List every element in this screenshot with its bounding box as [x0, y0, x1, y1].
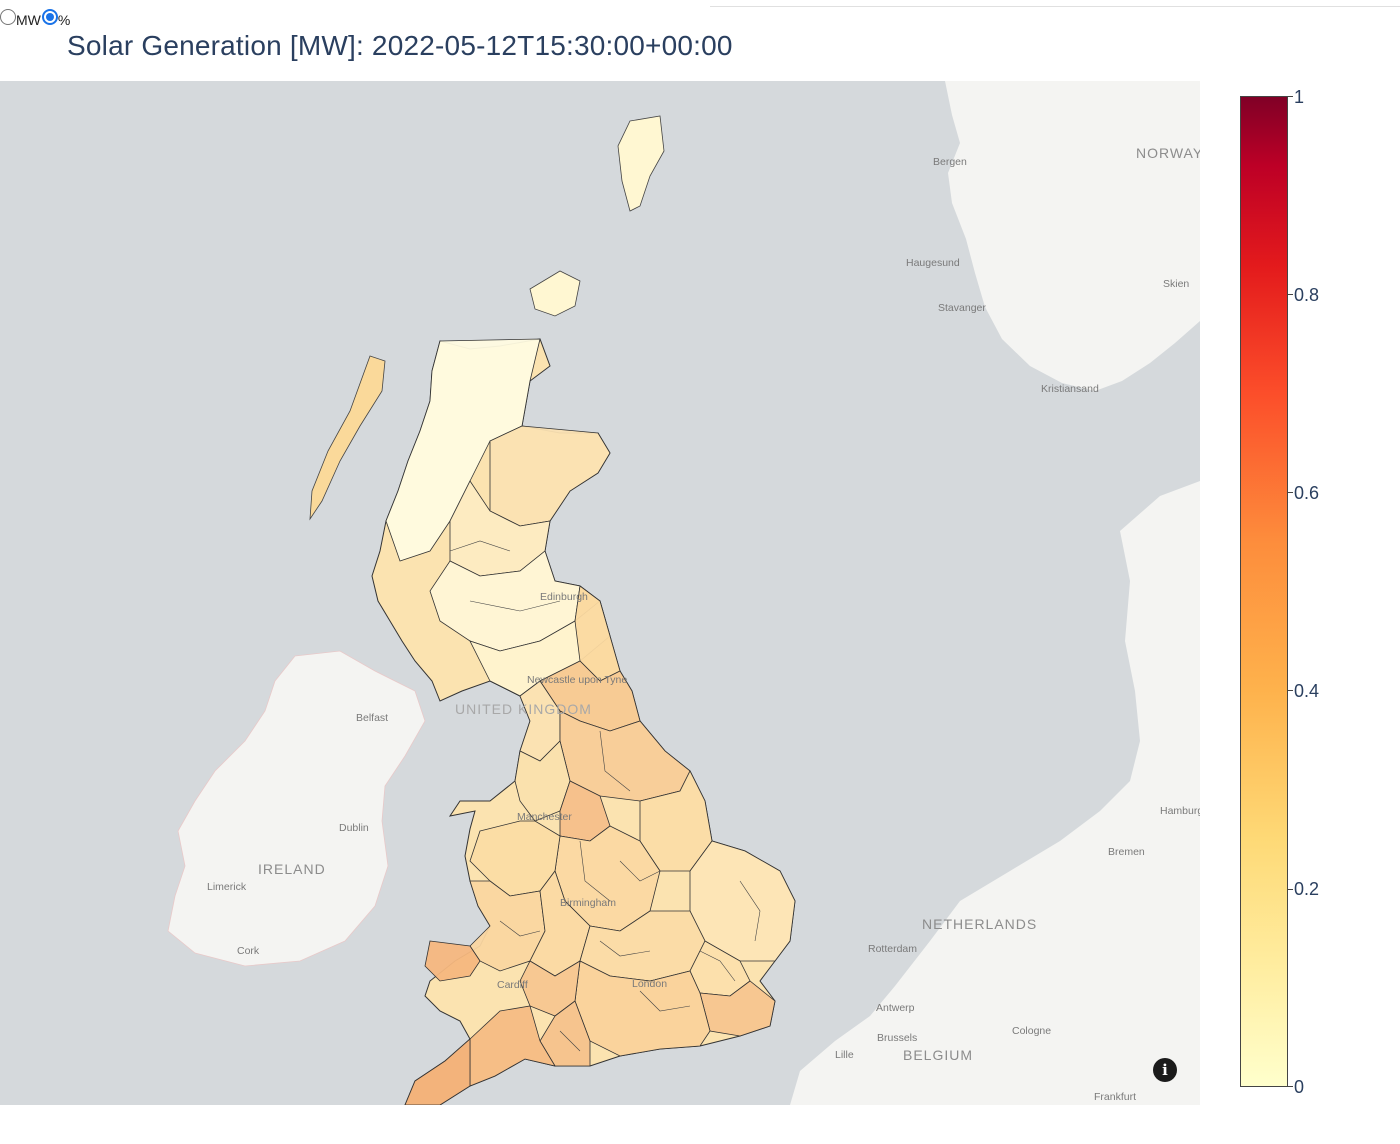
country-label-netherlands: NETHERLANDS [922, 916, 1038, 932]
radio-percent-label: % [57, 12, 71, 28]
city-label: Cardiff [497, 979, 528, 991]
city-label: Kristiansand [1041, 383, 1099, 395]
top-divider [710, 0, 1400, 7]
land-orkney [529, 270, 581, 317]
radio-mw[interactable] [0, 9, 16, 25]
colorbar-tick-label: 0.2 [1294, 879, 1320, 899]
country-label-belgium: BELGIUM [903, 1047, 974, 1063]
city-label: Edinburgh [540, 591, 588, 603]
region-kent [699, 980, 776, 1037]
land-shetland [617, 115, 665, 212]
colorbar-tick-label: 0.6 [1294, 483, 1320, 503]
colorbar [1240, 96, 1288, 1087]
city-label: Newcastle upon Tyne [527, 674, 628, 686]
colorbar-tickmark [1288, 1086, 1293, 1087]
unit-toggle: MW % [0, 6, 71, 28]
country-label-norway: NORWAY [1136, 145, 1200, 161]
city-label: Cork [237, 945, 260, 957]
region-highlands [385, 338, 541, 562]
colorbar-tickmark [1288, 690, 1293, 691]
country-label-uk: UNITED KINGDOM [455, 701, 592, 717]
region-devon [469, 1005, 556, 1087]
city-label: Belfast [356, 712, 389, 724]
city-label: Frankfurt [1094, 1091, 1137, 1103]
city-label: Birmingham [560, 897, 617, 909]
chart-title: Solar Generation [MW]: 2022-05-12T15:30:… [67, 30, 733, 61]
region-cornwall [404, 1038, 471, 1105]
colorbar-tickmark [1288, 492, 1293, 493]
radio-mw-label: MW [16, 12, 41, 28]
city-label: Manchester [517, 811, 572, 823]
info-icon[interactable]: i [1153, 1058, 1177, 1082]
city-label: Haugesund [906, 257, 960, 269]
city-label: London [632, 978, 668, 990]
colorbar-tick-label: 0.8 [1294, 285, 1320, 305]
colorbar-tickmark [1288, 294, 1293, 295]
city-label: Dublin [339, 822, 369, 834]
city-label: Limerick [207, 881, 247, 893]
colorbar-tick-label: 1 [1294, 87, 1305, 107]
colorbar-tick-label: 0.4 [1294, 681, 1320, 701]
region-grampian [489, 425, 611, 527]
colorbar-tickmark [1288, 889, 1293, 890]
map-view[interactable]: NORWAY IRELAND UNITED KINGDOM NETHERLAND… [0, 81, 1200, 1105]
city-label: Lille [835, 1049, 854, 1061]
city-label: Hamburg [1160, 805, 1200, 817]
city-label: Rotterdam [868, 943, 918, 955]
land-continent [790, 481, 1200, 1105]
city-label: Cologne [1012, 1025, 1052, 1037]
land-norway [945, 81, 1200, 391]
country-label-ireland: IRELAND [258, 861, 326, 877]
city-label: Stavanger [938, 302, 986, 314]
city-label: Brussels [877, 1032, 918, 1044]
map-canvas [167, 81, 1200, 1105]
colorbar-tickmark [1288, 96, 1293, 97]
land-ireland [167, 650, 426, 967]
region-borders-detail [449, 540, 761, 1052]
city-label: Bergen [933, 156, 967, 168]
region-wales-south [469, 880, 546, 972]
land-hebrides [309, 355, 386, 521]
city-label: Skien [1163, 278, 1190, 290]
region-pembroke [424, 940, 481, 982]
city-label: Antwerp [876, 1002, 915, 1014]
colorbar-tick-label: 0 [1294, 1077, 1305, 1097]
city-label: Bremen [1108, 846, 1145, 858]
radio-percent[interactable] [41, 9, 58, 25]
